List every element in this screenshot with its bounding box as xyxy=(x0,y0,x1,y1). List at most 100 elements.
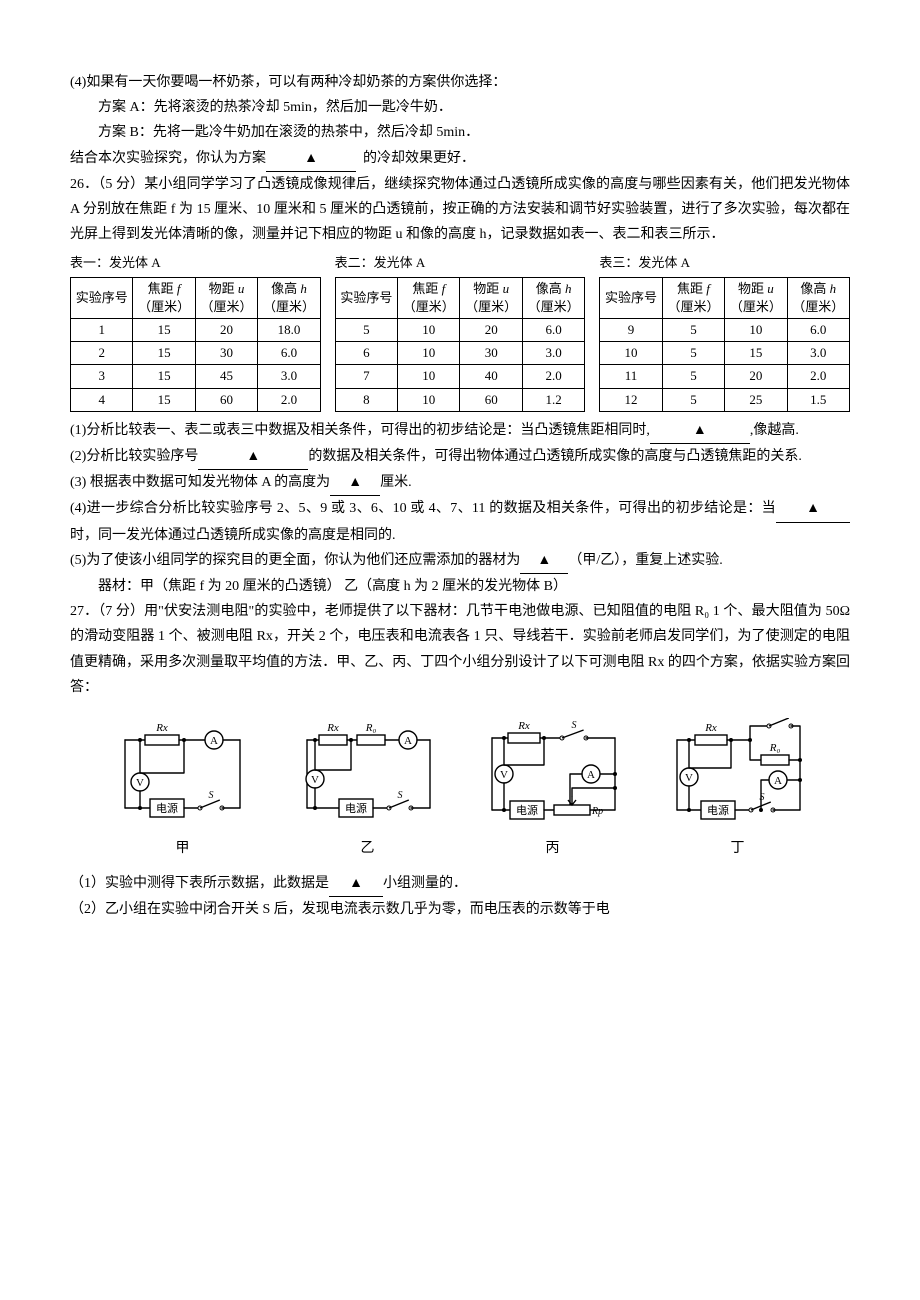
table-row: 315453.0 xyxy=(71,365,321,388)
svg-text:Rx: Rx xyxy=(517,720,530,732)
table-cell: 20 xyxy=(460,319,522,342)
circuit-bing-label: 丙 xyxy=(460,836,645,861)
q26-5b: （甲/乙），重复上述实验. xyxy=(568,553,722,568)
table-cell: 2 xyxy=(71,342,133,365)
q25-plan-b: 方案 B：先将一匙冷牛奶加在滚烫的热茶中，然后冷却 5min． xyxy=(70,120,850,145)
t1-h-seq: 实验序号 xyxy=(71,277,133,318)
t2-h-seq: 实验序号 xyxy=(335,277,397,318)
t1-h-h: 像高 h（厘米） xyxy=(258,277,320,318)
t2-h-h: 像高 h（厘米） xyxy=(522,277,584,318)
table-cell: 5 xyxy=(662,319,724,342)
t3-h-seq: 实验序号 xyxy=(600,277,662,318)
q26-4-blank: ▲ xyxy=(776,496,850,522)
table-cell: 15 xyxy=(133,319,195,342)
table-row: 810601.2 xyxy=(335,388,585,411)
svg-text:A: A xyxy=(587,769,595,781)
table-cell: 3 xyxy=(71,365,133,388)
table-cell: 20 xyxy=(725,365,787,388)
q26-intro: 26．（5 分）某小组同学学习了凸透镜成像规律后，继续探究物体通过凸透镜所成实像… xyxy=(70,172,850,248)
t3-h-f: 焦距 f（厘米） xyxy=(662,277,724,318)
table-cell: 1 xyxy=(71,319,133,342)
circuit-row: RxAV电源S 甲 RxR₀AV电源S 乙 RxSVA电源Rp 丙 RxS₁R₀… xyxy=(70,718,850,861)
table-row: 95106.0 xyxy=(600,319,850,342)
q25-conclusion: 结合本次实验探究，你认为方案▲ 的冷却效果更好． xyxy=(70,146,850,172)
q26-3a: (3) 根据表中数据可知发光物体 A 的高度为 xyxy=(70,475,330,490)
q25-conc-b: 的冷却效果更好． xyxy=(363,151,475,166)
q27-2: （2）乙小组在实验中闭合开关 S 后，发现电流表示数几乎为零，而电压表的示数等于… xyxy=(70,897,850,922)
table-cell: 7 xyxy=(335,365,397,388)
table-cell: 4 xyxy=(71,388,133,411)
svg-text:Rx: Rx xyxy=(704,722,717,734)
table-cell: 1.5 xyxy=(787,388,849,411)
svg-text:A: A xyxy=(774,775,782,787)
table-row: 105153.0 xyxy=(600,342,850,365)
q26-4b: 时，同一发光体通过凸透镜所成实像的高度是相同的. xyxy=(70,528,396,543)
q26-2: (2)分析比较实验序号▲的数据及相关条件，可得出物体通过凸透镜所成实像的高度与凸… xyxy=(70,444,850,470)
q26-5a: (5)为了使该小组同学的探究目的更全面，你认为他们还应需添加的器材为 xyxy=(70,553,520,568)
q27-1a: （1）实验中测得下表所示数据，此数据是 xyxy=(70,876,329,891)
table-cell: 60 xyxy=(460,388,522,411)
table-cell: 20 xyxy=(195,319,257,342)
table-cell: 10 xyxy=(725,319,787,342)
table-row: 710402.0 xyxy=(335,365,585,388)
circuit-ding: RxS₁R₀VA电源S 丁 xyxy=(645,718,830,861)
table-cell: 18.0 xyxy=(258,319,320,342)
q26-5-blank: ▲ xyxy=(520,548,568,574)
table-cell: 45 xyxy=(195,365,257,388)
table-2-wrap: 表二：发光体 A 实验序号 焦距 f（厘米） 物距 u（厘米） 像高 h（厘米）… xyxy=(335,251,586,412)
circuit-bing: RxSVA电源Rp 丙 xyxy=(460,718,645,861)
q26-4: (4)进一步综合分析比较实验序号 2、5、9 或 3、6、10 或 4、7、11… xyxy=(70,496,850,547)
table-cell: 15 xyxy=(133,342,195,365)
svg-text:Rp: Rp xyxy=(591,806,603,817)
table-cell: 60 xyxy=(195,388,257,411)
circuit-jia: RxAV电源S 甲 xyxy=(90,718,275,861)
svg-text:A: A xyxy=(404,735,412,747)
svg-text:Rx: Rx xyxy=(326,722,339,734)
table-cell: 10 xyxy=(398,388,460,411)
circuit-yi-svg: RxR₀AV电源S xyxy=(295,718,440,830)
q25-4-line: (4)如果有一天你要喝一杯奶茶，可以有两种冷却奶茶的方案供你选择： xyxy=(70,70,850,95)
circuit-yi: RxR₀AV电源S 乙 xyxy=(275,718,460,861)
table-1-title: 表一：发光体 A xyxy=(70,251,321,274)
table-2: 实验序号 焦距 f（厘米） 物距 u（厘米） 像高 h（厘米） 510206.0… xyxy=(335,277,586,412)
table-cell: 2.0 xyxy=(522,365,584,388)
circuit-bing-svg: RxSVA电源Rp xyxy=(480,718,625,830)
table-cell: 10 xyxy=(600,342,662,365)
q26-3-blank: ▲ xyxy=(330,470,380,496)
q26-1a: (1)分析比较表一、表二或表三中数据及相关条件，可得出的初步结论是：当凸透镜焦距… xyxy=(70,423,650,438)
table-row: 415602.0 xyxy=(71,388,321,411)
table-cell: 15 xyxy=(725,342,787,365)
table-cell: 3.0 xyxy=(787,342,849,365)
table-cell: 40 xyxy=(460,365,522,388)
svg-text:A: A xyxy=(210,735,218,747)
svg-text:S: S xyxy=(572,720,577,731)
tables-row: 表一：发光体 A 实验序号 焦距 f（厘米） 物距 u（厘米） 像高 h（厘米）… xyxy=(70,251,850,412)
q26-2b: 的数据及相关条件，可得出物体通过凸透镜所成实像的高度与凸透镜焦距的关系. xyxy=(308,449,802,464)
circuit-jia-svg: RxAV电源S xyxy=(110,718,255,830)
svg-text:S: S xyxy=(398,790,403,801)
q26-5: (5)为了使该小组同学的探究目的更全面，你认为他们还应需添加的器材为▲（甲/乙）… xyxy=(70,548,850,574)
t2-h-u: 物距 u（厘米） xyxy=(460,277,522,318)
svg-text:Rx: Rx xyxy=(155,722,168,734)
table-cell: 5 xyxy=(662,365,724,388)
svg-text:V: V xyxy=(136,777,144,789)
table-row: 610303.0 xyxy=(335,342,585,365)
svg-text:电源: 电源 xyxy=(516,803,538,817)
table-cell: 3.0 xyxy=(522,342,584,365)
table-cell: 6.0 xyxy=(787,319,849,342)
svg-text:电源: 电源 xyxy=(707,803,729,817)
table-row: 125251.5 xyxy=(600,388,850,411)
circuit-jia-label: 甲 xyxy=(90,836,275,861)
q27-intro: 27．（7 分）用"伏安法测电阻"的实验中，老师提供了以下器材：几节干电池做电源… xyxy=(70,599,850,700)
q26-3: (3) 根据表中数据可知发光物体 A 的高度为▲厘米. xyxy=(70,470,850,496)
table-cell: 10 xyxy=(398,365,460,388)
table-2-title: 表二：发光体 A xyxy=(335,251,586,274)
table-cell: 6.0 xyxy=(258,342,320,365)
table-cell: 15 xyxy=(133,365,195,388)
t1-h-f: 焦距 f（厘米） xyxy=(133,277,195,318)
circuit-ding-label: 丁 xyxy=(645,836,830,861)
svg-text:S₁: S₁ xyxy=(776,718,784,719)
svg-text:电源: 电源 xyxy=(156,801,178,815)
table-cell: 2.0 xyxy=(258,388,320,411)
table-cell: 1.2 xyxy=(522,388,584,411)
